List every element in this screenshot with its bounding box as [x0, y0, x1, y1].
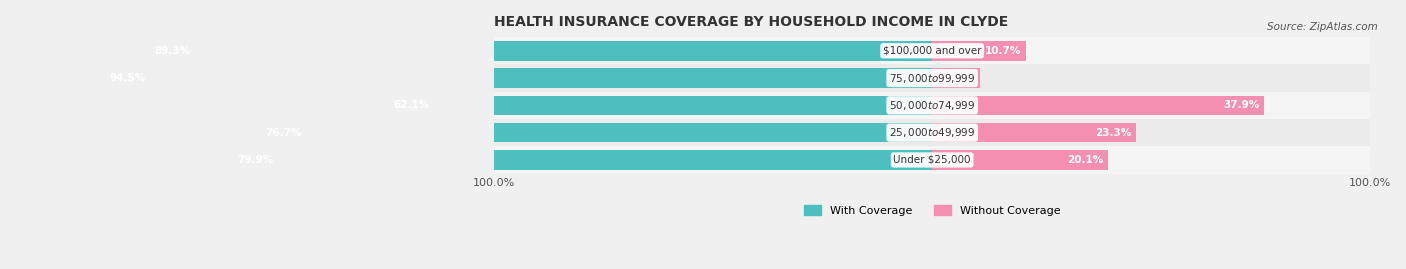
Bar	[260, 123, 932, 143]
Text: $50,000 to $74,999: $50,000 to $74,999	[889, 99, 976, 112]
Text: Source: ZipAtlas.com: Source: ZipAtlas.com	[1267, 22, 1378, 31]
Bar	[232, 150, 932, 170]
Text: HEALTH INSURANCE COVERAGE BY HOUSEHOLD INCOME IN CLYDE: HEALTH INSURANCE COVERAGE BY HOUSEHOLD I…	[495, 15, 1008, 29]
Bar	[495, 119, 1369, 146]
Bar	[932, 41, 1026, 61]
Text: 10.7%: 10.7%	[986, 46, 1021, 56]
Text: 62.1%: 62.1%	[392, 100, 429, 110]
Bar	[388, 95, 932, 115]
Bar	[495, 146, 1369, 174]
Bar	[932, 95, 1264, 115]
Bar	[495, 37, 1369, 64]
Text: Under $25,000: Under $25,000	[893, 155, 972, 165]
Bar	[932, 123, 1136, 143]
Text: 37.9%: 37.9%	[1223, 100, 1260, 110]
Text: 20.1%: 20.1%	[1067, 155, 1104, 165]
Text: 94.5%: 94.5%	[110, 73, 145, 83]
Bar	[150, 41, 932, 61]
Bar	[105, 68, 932, 88]
Text: 76.7%: 76.7%	[266, 128, 301, 138]
Text: 23.3%: 23.3%	[1095, 128, 1132, 138]
Bar	[495, 92, 1369, 119]
Bar	[932, 68, 980, 88]
Text: $100,000 and over: $100,000 and over	[883, 46, 981, 56]
Text: $25,000 to $49,999: $25,000 to $49,999	[889, 126, 976, 139]
Text: 5.5%: 5.5%	[946, 73, 976, 83]
Text: 79.9%: 79.9%	[238, 155, 273, 165]
Text: $75,000 to $99,999: $75,000 to $99,999	[889, 72, 976, 84]
Bar	[932, 150, 1108, 170]
Text: 89.3%: 89.3%	[155, 46, 191, 56]
Bar	[495, 64, 1369, 92]
Legend: With Coverage, Without Coverage: With Coverage, Without Coverage	[804, 205, 1060, 216]
